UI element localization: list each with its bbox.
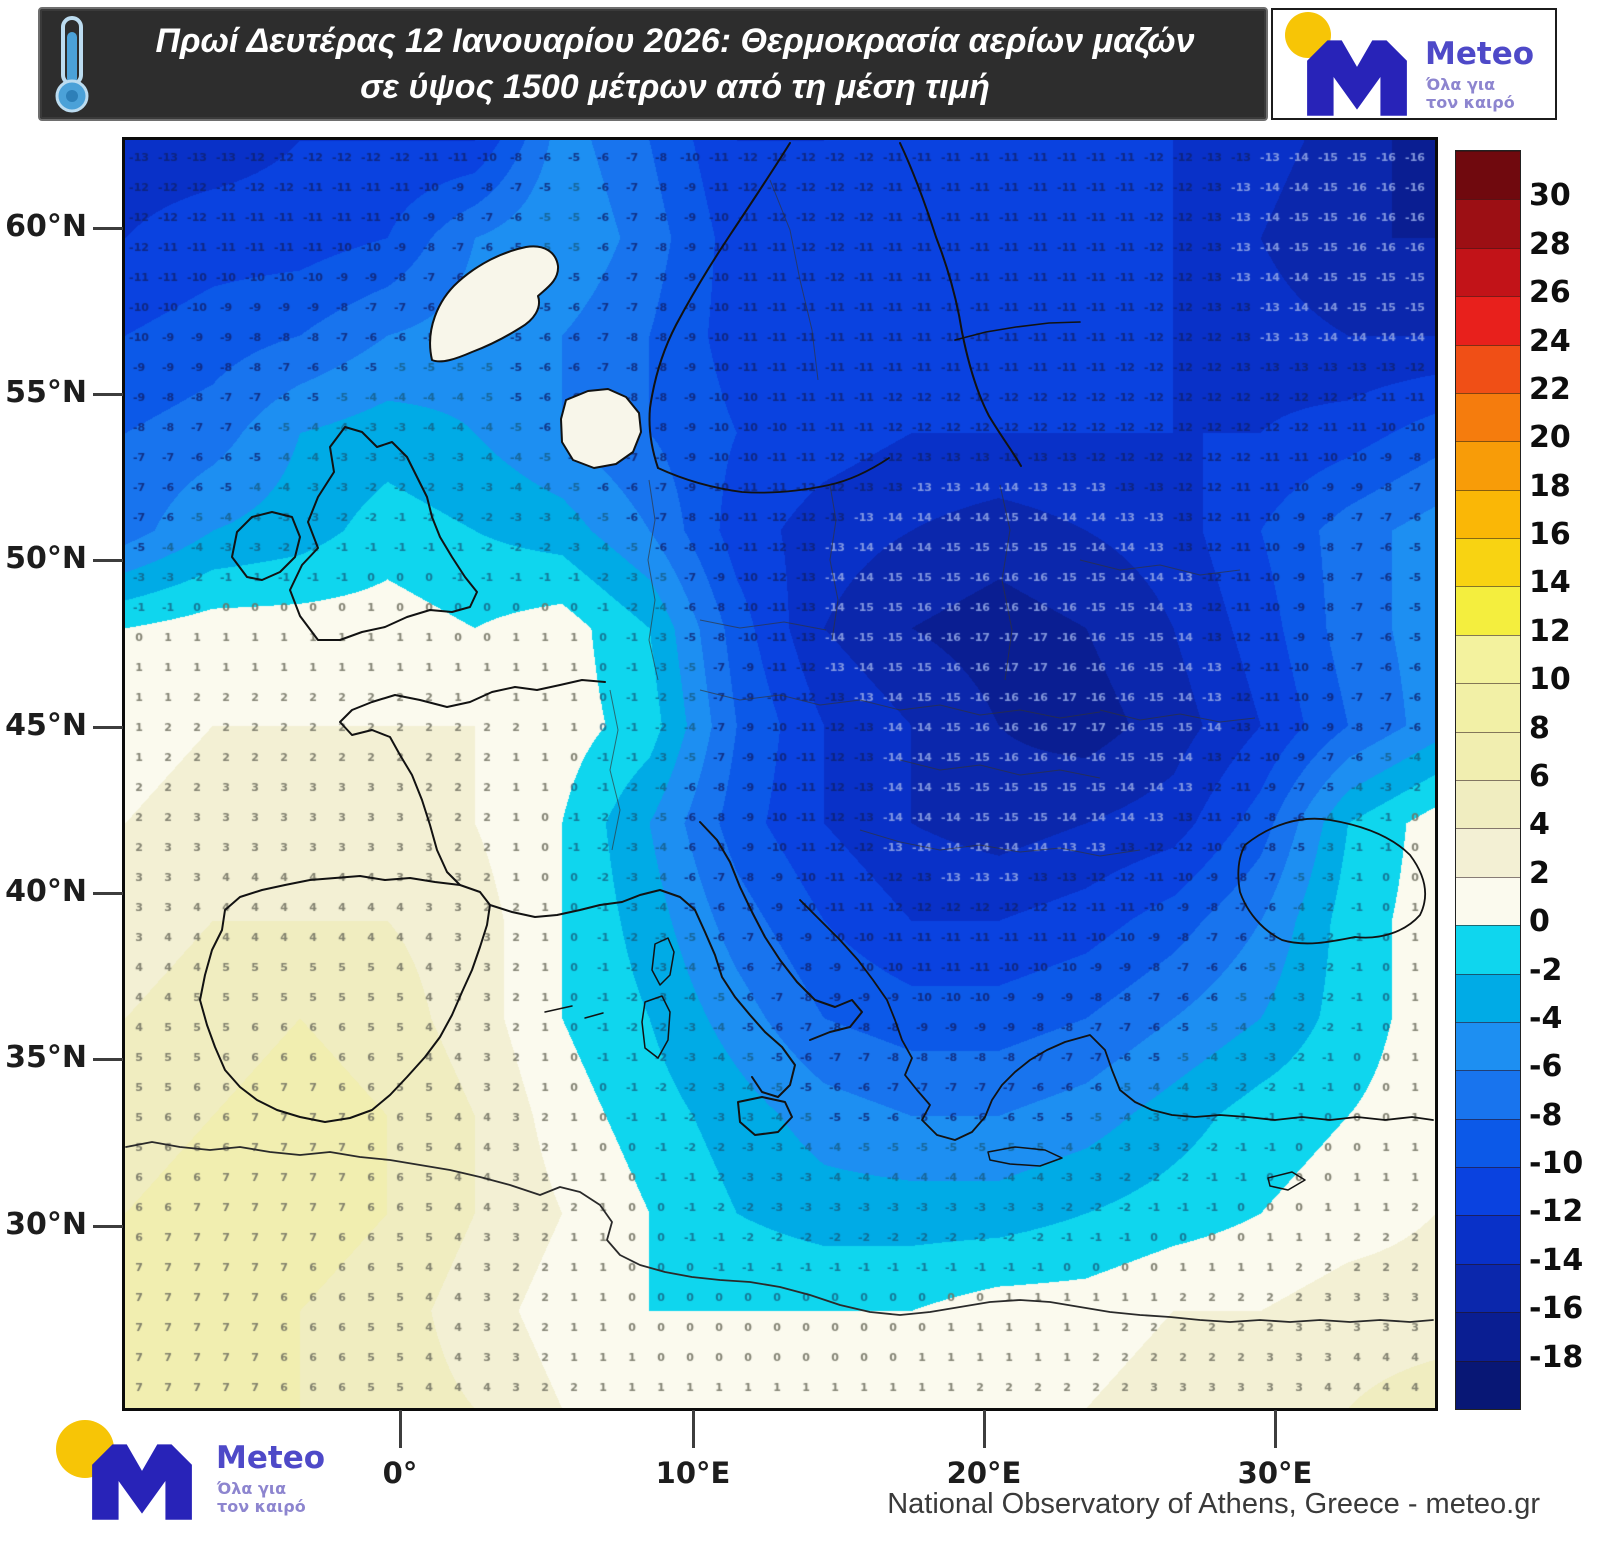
colorbar-cell bbox=[1456, 538, 1520, 587]
colorbar-tick-label: -16 bbox=[1529, 1291, 1584, 1327]
colorbar-cell bbox=[1456, 1167, 1520, 1216]
colorbar-cell bbox=[1456, 876, 1520, 926]
colorbar-cell bbox=[1456, 151, 1520, 200]
lat-label: 30°N bbox=[5, 1207, 87, 1242]
lat-label: 40°N bbox=[5, 874, 87, 909]
lat-label: 45°N bbox=[5, 708, 87, 743]
lat-label: 60°N bbox=[5, 209, 87, 244]
colorbar-cell bbox=[1456, 731, 1520, 780]
colorbar-tick-label: 26 bbox=[1529, 275, 1571, 311]
lon-tick bbox=[399, 1410, 402, 1448]
title-line-2: σε ύψος 1500 μέτρων από τη μέση τιμή bbox=[360, 68, 990, 106]
colorbar-tick-label: 30 bbox=[1529, 178, 1571, 214]
colorbar-tick-label: -2 bbox=[1529, 952, 1563, 988]
colorbar-cell bbox=[1456, 925, 1520, 974]
colorbar-cell bbox=[1456, 586, 1520, 635]
logo-m-icon bbox=[1307, 40, 1407, 116]
logo-tagline: Όλα για τον καιρό bbox=[1426, 75, 1515, 112]
colorbar-tick-label: 16 bbox=[1529, 517, 1571, 553]
colorbar-tick-label: 28 bbox=[1529, 226, 1571, 262]
title-line-1: Πρωί Δευτέρας 12 Ιανουαρίου 2026: Θερμοκ… bbox=[155, 22, 1195, 60]
title-bar: Πρωί Δευτέρας 12 Ιανουαρίου 2026: Θερμοκ… bbox=[38, 7, 1268, 121]
temperature-colorbar bbox=[1455, 150, 1521, 1410]
colorbar-tick-label: -12 bbox=[1529, 1194, 1584, 1230]
colorbar-tick-label: -4 bbox=[1529, 1000, 1563, 1036]
colorbar-tick-label: 10 bbox=[1529, 662, 1571, 698]
lat-label: 35°N bbox=[5, 1040, 87, 1075]
logo-wordmark: Meteo bbox=[1425, 36, 1535, 72]
colorbar-cell bbox=[1456, 1312, 1520, 1361]
colorbar-cell bbox=[1456, 1021, 1520, 1071]
lat-tick bbox=[93, 1225, 123, 1228]
colorbar-tick-label: -6 bbox=[1529, 1049, 1563, 1085]
lat-label: 50°N bbox=[5, 541, 87, 576]
colorbar-tick-label: 2 bbox=[1529, 855, 1550, 891]
thermometer-icon bbox=[40, 12, 104, 116]
lon-label: 10°E bbox=[655, 1456, 731, 1490]
lat-tick bbox=[93, 892, 123, 895]
colorbar-cell bbox=[1456, 392, 1520, 442]
meteo-logo-bottom: Meteo Όλα για τον καιρό bbox=[52, 1412, 342, 1542]
colorbar-cell bbox=[1456, 1263, 1520, 1313]
colorbar-cell bbox=[1456, 441, 1520, 490]
colorbar-cell bbox=[1456, 489, 1520, 539]
colorbar-tick-label: 0 bbox=[1529, 904, 1550, 940]
colorbar-tick-label: 14 bbox=[1529, 565, 1571, 601]
colorbar-cell bbox=[1456, 1215, 1520, 1264]
colorbar-tick-label: 8 bbox=[1529, 710, 1550, 746]
colorbar-tick-label: 6 bbox=[1529, 759, 1550, 794]
logo-m-icon bbox=[92, 1444, 192, 1520]
colorbar-cell bbox=[1456, 1118, 1520, 1168]
colorbar-cell bbox=[1456, 296, 1520, 345]
colorbar-tick-label: 4 bbox=[1529, 807, 1550, 843]
lon-label: 30°E bbox=[1237, 1456, 1313, 1490]
meteo-logo-top: Meteo Όλα για τον καιρό bbox=[1271, 8, 1557, 120]
colorbar-cell bbox=[1456, 1360, 1520, 1409]
lat-tick bbox=[93, 227, 123, 230]
lat-tick bbox=[93, 726, 123, 729]
lat-label: 55°N bbox=[5, 375, 87, 410]
colorbar-tick-label: -10 bbox=[1529, 1146, 1584, 1182]
attribution-text: National Observatory of Athens, Greece -… bbox=[887, 1488, 1540, 1520]
lon-tick bbox=[983, 1410, 986, 1448]
lat-tick bbox=[93, 1058, 123, 1061]
map bbox=[122, 137, 1438, 1411]
logo-tagline: Όλα για τον καιρό bbox=[217, 1479, 306, 1516]
colorbar-cell bbox=[1456, 973, 1520, 1022]
colorbar-cell bbox=[1456, 1070, 1520, 1119]
lon-tick bbox=[692, 1410, 695, 1448]
colorbar-cell bbox=[1456, 344, 1520, 393]
colorbar-tick-label: 22 bbox=[1529, 371, 1571, 407]
colorbar-tick-label: 18 bbox=[1529, 468, 1571, 504]
colorbar-cell bbox=[1456, 780, 1520, 829]
lat-tick bbox=[93, 393, 123, 396]
logo-wordmark: Meteo bbox=[216, 1440, 326, 1476]
colorbar-tick-label: -14 bbox=[1529, 1242, 1584, 1278]
colorbar-tick-label: -18 bbox=[1529, 1339, 1584, 1375]
colorbar-cell bbox=[1456, 683, 1520, 732]
colorbar-tick-label: 12 bbox=[1529, 613, 1571, 649]
lat-tick bbox=[93, 559, 123, 562]
colorbar-tick-label: 20 bbox=[1529, 420, 1571, 456]
colorbar-cell bbox=[1456, 199, 1520, 248]
colorbar-tick-label: -8 bbox=[1529, 1097, 1563, 1133]
colorbar-cell bbox=[1456, 634, 1520, 684]
lon-label: 20°E bbox=[946, 1456, 1022, 1490]
temperature-anomaly-field bbox=[125, 140, 1435, 1408]
colorbar-cell bbox=[1456, 828, 1520, 877]
lon-label: 0° bbox=[382, 1456, 418, 1490]
colorbar-cell bbox=[1456, 247, 1520, 297]
lon-tick bbox=[1274, 1410, 1277, 1448]
page-title: Πρωί Δευτέρας 12 Ιανουαρίου 2026: Θερμοκ… bbox=[104, 18, 1266, 110]
colorbar-tick-label: 24 bbox=[1529, 323, 1571, 359]
